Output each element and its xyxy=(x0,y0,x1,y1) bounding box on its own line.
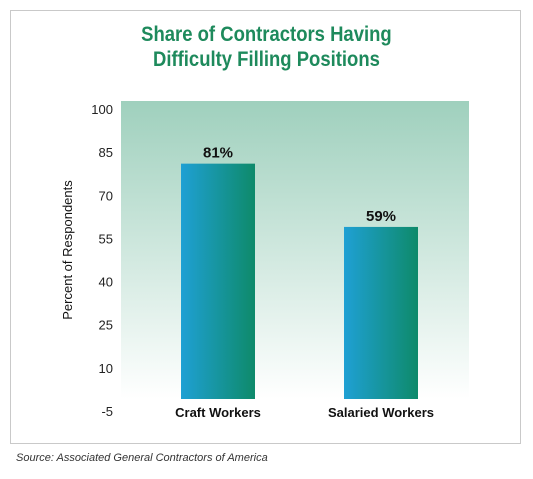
chart-title-line-1: Share of Contractors Having xyxy=(141,23,392,46)
y-axis-label: Percent of Respondents xyxy=(60,180,75,320)
x-category-label: Craft Workers xyxy=(175,405,261,420)
x-category-label: Salaried Workers xyxy=(328,405,434,420)
y-tick-label: -5 xyxy=(101,404,113,419)
source-note: Source: Associated General Contractors o… xyxy=(16,452,268,464)
bar-value-label: 59% xyxy=(366,208,396,225)
bar-salaried-workers xyxy=(344,226,418,399)
chart-title-line-2: Difficulty Filling Positions xyxy=(152,48,380,71)
y-tick-label: 85 xyxy=(99,145,113,160)
chart-title: Share of Contractors Having Difficulty F… xyxy=(32,22,501,72)
y-tick-label: 70 xyxy=(99,188,113,203)
y-tick-label: 25 xyxy=(99,318,113,333)
y-tick-label: 40 xyxy=(99,275,113,290)
y-tick-label: 55 xyxy=(99,231,113,246)
bar-craft-workers xyxy=(181,163,255,399)
bar-value-label: 81% xyxy=(203,145,233,162)
y-tick-label: 10 xyxy=(99,361,113,376)
y-tick-label: 100 xyxy=(91,102,113,117)
